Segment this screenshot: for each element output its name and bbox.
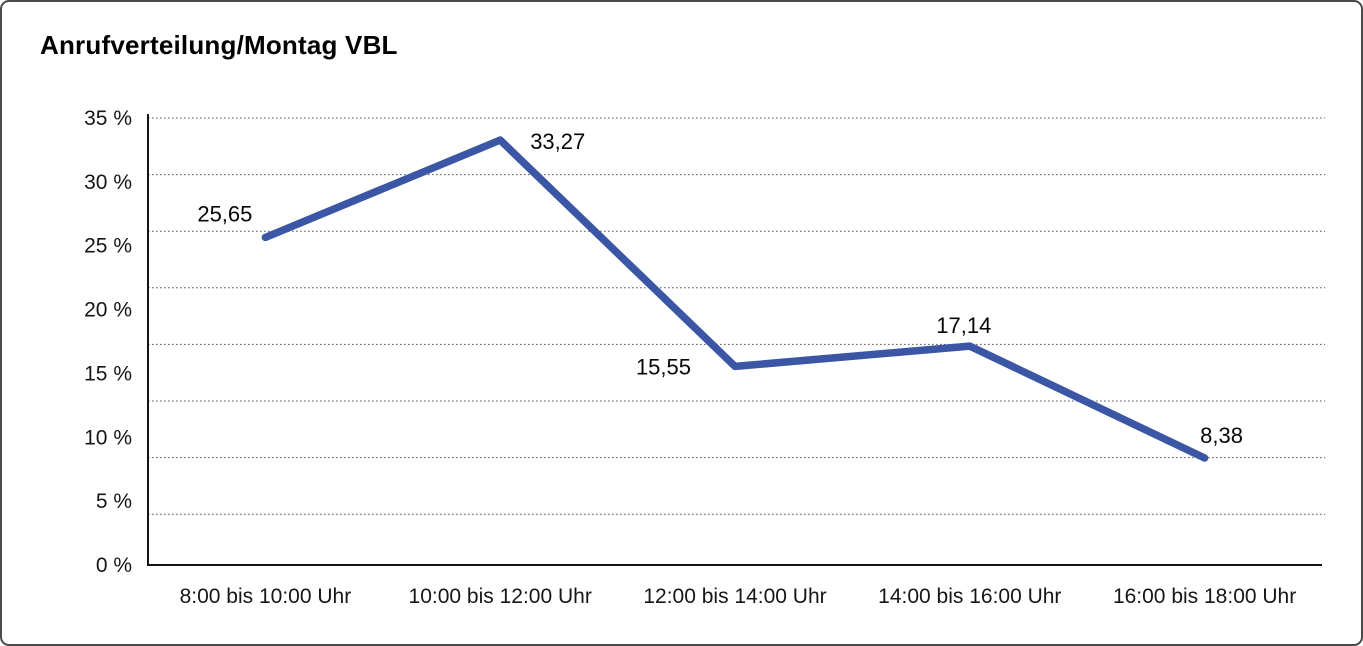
y-axis-tick-label: 0 %: [96, 554, 132, 577]
y-axis-tick-label: 35 %: [84, 107, 132, 130]
data-point-label: 8,38: [1200, 423, 1243, 448]
data-point-label: 25,65: [197, 201, 252, 226]
y-axis-tick-label: 30 %: [84, 171, 132, 194]
x-axis-category-label: 16:00 bis 18:00 Uhr: [1113, 585, 1296, 608]
x-axis-category-label: 8:00 bis 10:00 Uhr: [180, 585, 352, 608]
chart-title: Anrufverteilung/Montag VBL: [40, 30, 398, 60]
data-point-label: 33,27: [530, 129, 585, 154]
x-axis-category-label: 12:00 bis 14:00 Uhr: [643, 585, 826, 608]
y-axis-tick-label: 15 %: [84, 362, 132, 385]
y-axis-tick-label: 20 %: [84, 299, 132, 322]
data-point-label: 17,14: [936, 313, 991, 338]
y-axis-tick-label: 25 %: [84, 235, 132, 258]
y-axis-tick-label: 10 %: [84, 426, 132, 449]
y-axis-tick-label: 5 %: [96, 490, 132, 513]
x-axis-category-label: 10:00 bis 12:00 Uhr: [409, 585, 592, 608]
x-axis-category-label: 14:00 bis 16:00 Uhr: [878, 585, 1061, 608]
data-line-series: [261, 136, 1209, 462]
data-point-label: 15,55: [636, 354, 691, 379]
